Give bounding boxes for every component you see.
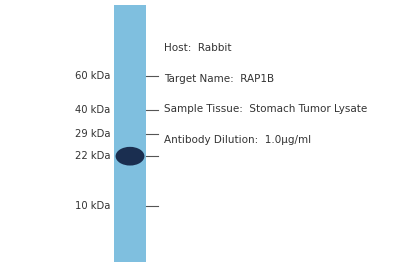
- Text: Target Name:  RAP1B: Target Name: RAP1B: [164, 74, 274, 84]
- Text: 60 kDa: 60 kDa: [75, 71, 110, 81]
- Text: Antibody Dilution:  1.0µg/ml: Antibody Dilution: 1.0µg/ml: [164, 135, 311, 145]
- Text: Sample Tissue:  Stomach Tumor Lysate: Sample Tissue: Stomach Tumor Lysate: [164, 104, 367, 115]
- Text: 29 kDa: 29 kDa: [74, 129, 110, 139]
- Text: 40 kDa: 40 kDa: [75, 105, 110, 115]
- Text: 22 kDa: 22 kDa: [74, 151, 110, 161]
- Bar: [114, 5, 146, 262]
- Text: 10 kDa: 10 kDa: [75, 201, 110, 211]
- Text: Host:  Rabbit: Host: Rabbit: [164, 43, 232, 53]
- Ellipse shape: [116, 147, 144, 166]
